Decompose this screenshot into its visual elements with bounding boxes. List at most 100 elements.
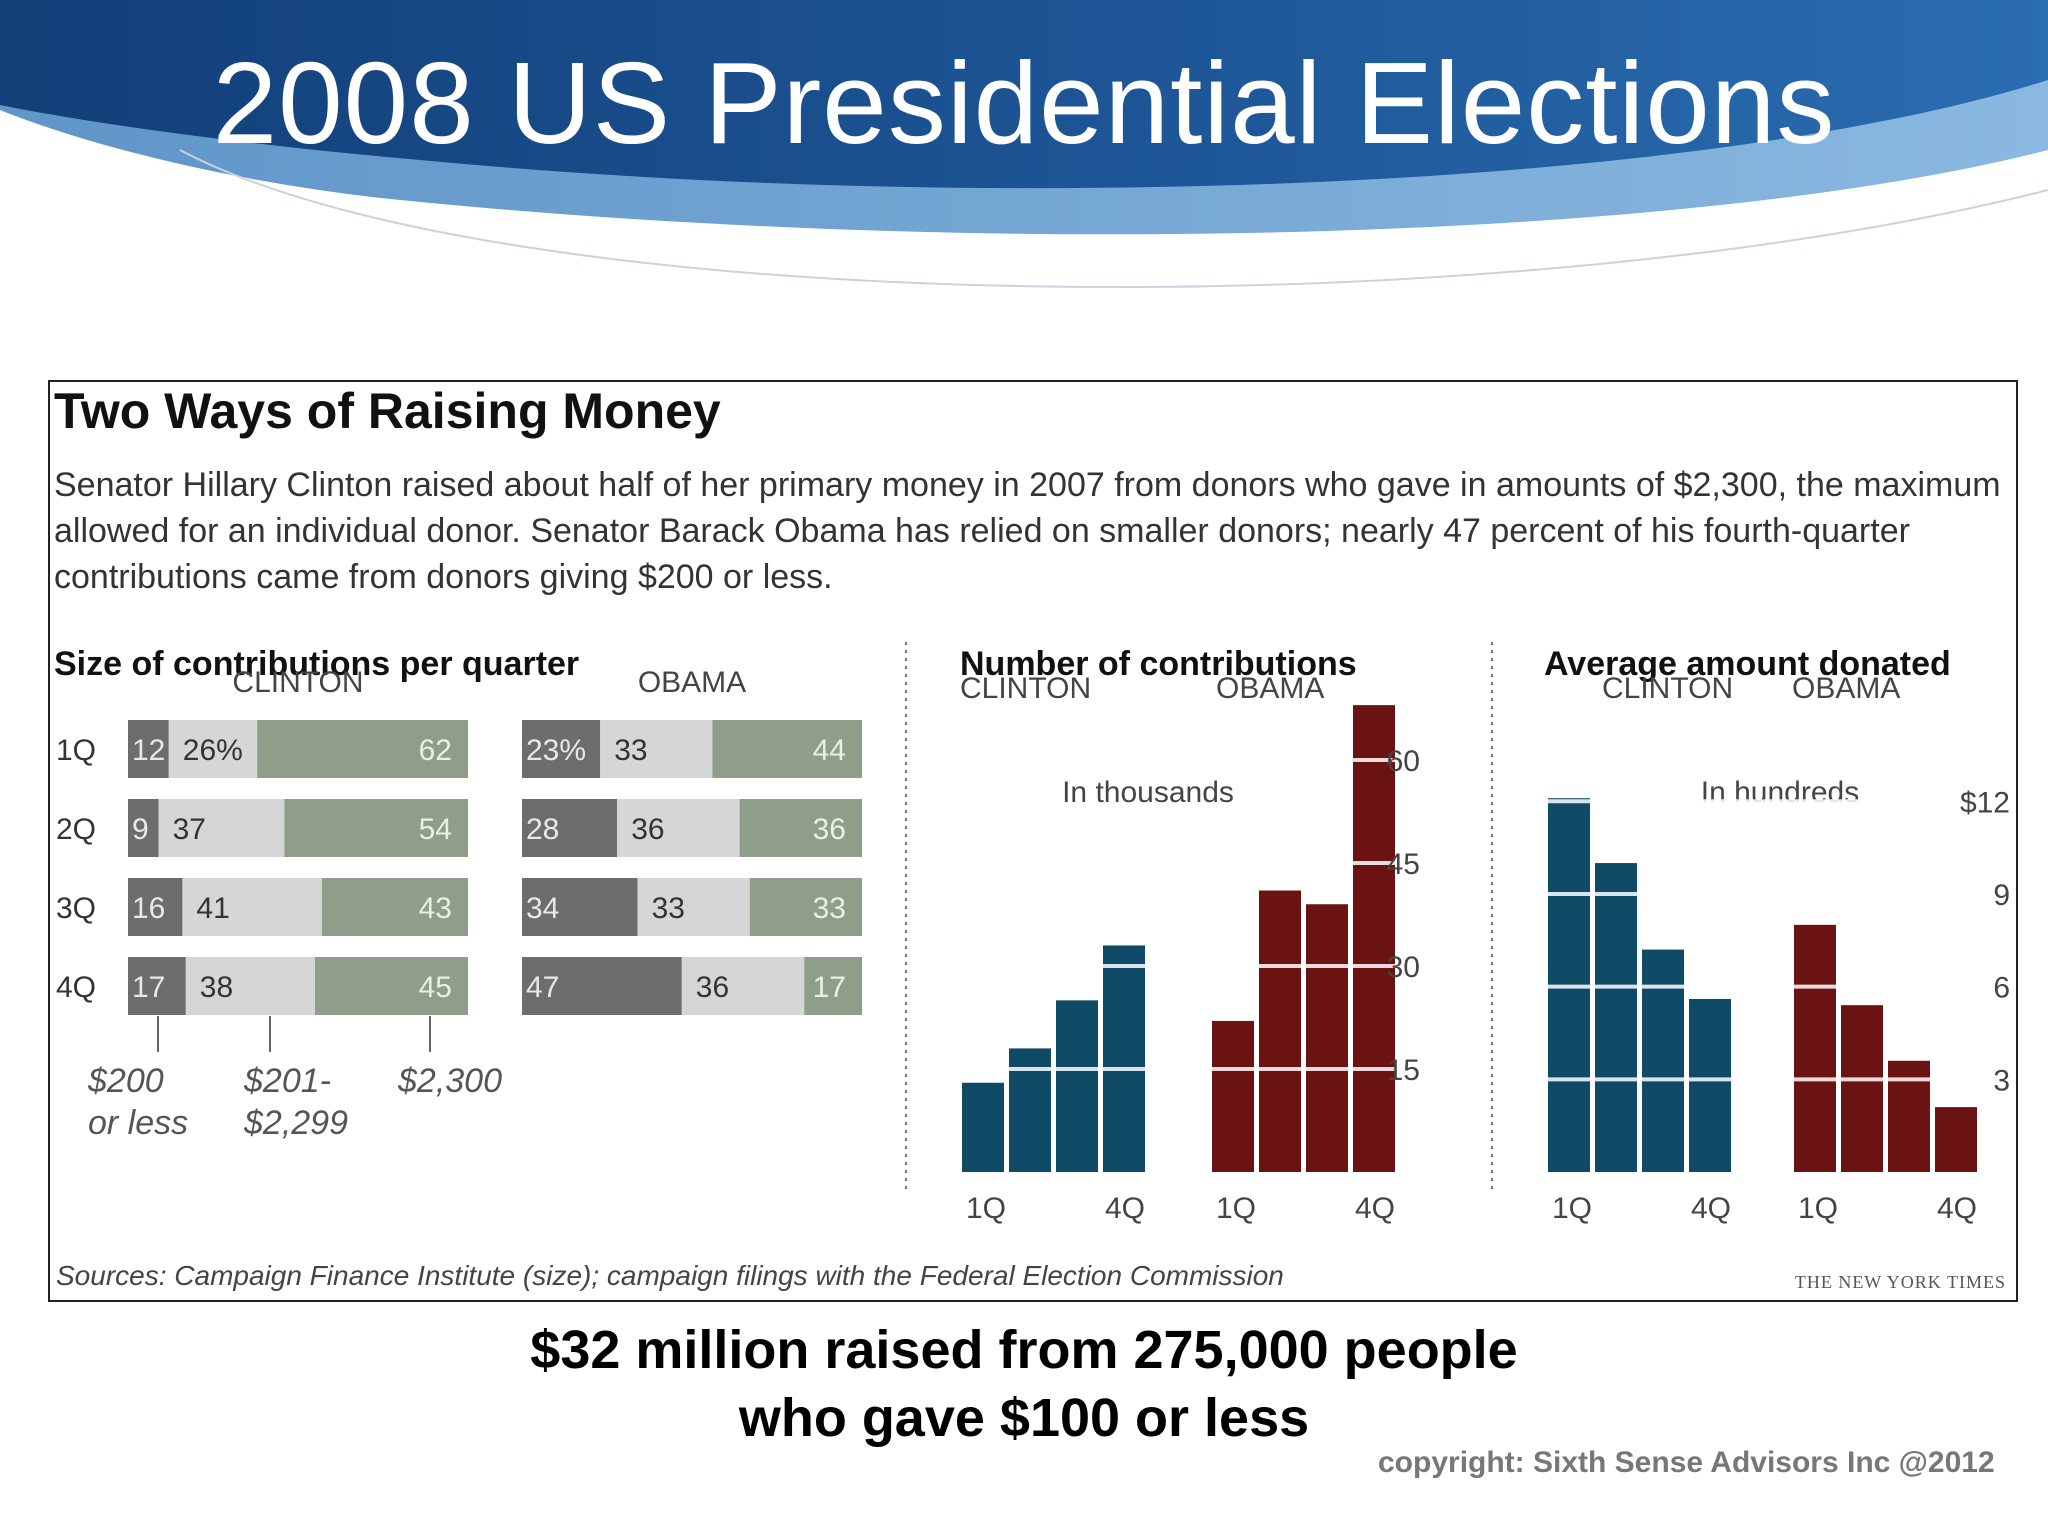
chart3-bar-obama-1Q: [1794, 924, 1836, 1172]
slide-title: 2008 US Presidential Elections: [212, 38, 1836, 168]
bar-value-obama-4Q-1: 36: [696, 971, 729, 1004]
copyright-notice: copyright: Sixth Sense Advisors Inc @201…: [1378, 1446, 1995, 1479]
bar-value-clinton-3Q-2: 43: [419, 892, 452, 925]
chart2-ytick-2: 45: [1387, 848, 1420, 881]
bar-segment-clinton-4Q-1: [185, 957, 315, 1015]
chart2-bar-obama-3Q: [1306, 904, 1348, 1172]
charts-area: Size of contributions per quarter 1Q 2Q 3Q 4…: [54, 642, 2010, 1225]
chart1-group-obama: OBAMA: [638, 666, 746, 699]
bar-segment-clinton-4Q-2: [315, 957, 468, 1015]
figure-source: Sources: Campaign Finance Institute (siz…: [56, 1260, 1284, 1291]
chart3-title: Average amount donated: [1544, 645, 1951, 683]
chart2-bar-obama-2Q: [1259, 890, 1301, 1172]
chart2-bar-clinton-3Q: [1056, 1000, 1098, 1172]
bar-value-clinton-1Q-1: 26%: [183, 734, 243, 767]
bar-value-clinton-4Q-2: 45: [419, 971, 452, 1004]
bar-value-clinton-4Q-1: 38: [200, 971, 233, 1004]
chart2-bar-clinton-1Q: [962, 1082, 1004, 1172]
bar-value-obama-1Q-0: 23%: [526, 734, 586, 767]
chart3-bar-clinton-4Q: [1689, 998, 1731, 1172]
bar-value-clinton-4Q-0: 17: [132, 971, 165, 1004]
bar-segment-clinton-1Q-1: [168, 720, 258, 778]
chart2-ytick-3: 60: [1387, 745, 1420, 778]
chart3-xtick-obama-last: 4Q: [1937, 1192, 1977, 1225]
bar-value-obama-4Q-0: 47: [526, 971, 559, 1004]
row-label-3Q: 3Q: [56, 892, 96, 925]
chart2-title: Number of contributions: [960, 645, 1357, 683]
bar-segment-clinton-4Q-0: [128, 957, 186, 1015]
bar-segment-obama-1Q-1: [600, 720, 713, 778]
chart2-bar-obama-1Q: [1212, 1020, 1254, 1172]
bar-segment-obama-2Q-0: [522, 799, 618, 857]
chart3-xtick-clinton-last: 4Q: [1691, 1192, 1731, 1225]
bar-segment-obama-4Q-0: [522, 957, 682, 1015]
chart1-title: Size of contributions per quarter: [54, 645, 579, 683]
figure-credit: THE NEW YORK TIMES: [1794, 1272, 2006, 1292]
figure-title: Two Ways of Raising Money: [54, 383, 721, 439]
bar-segment-obama-2Q-1: [617, 799, 740, 857]
row-label-2Q: 2Q: [56, 813, 96, 846]
row-label-4Q: 4Q: [56, 971, 96, 1004]
chart2-bar-obama-4Q: [1353, 705, 1395, 1172]
chart2-xtick-clinton-last: 4Q: [1105, 1192, 1145, 1225]
chart3-bar-obama-2Q: [1841, 1005, 1883, 1172]
chart2-bar-clinton-4Q: [1103, 945, 1145, 1172]
legend-label-1b: or less: [88, 1104, 188, 1142]
chart3-series-obama: OBAMA: [1792, 672, 1900, 705]
bar-segment-clinton-1Q-2: [257, 720, 468, 778]
tagline-line-2: who gave $100 or less: [738, 1388, 1310, 1448]
bar-value-clinton-1Q-0: 12: [132, 734, 165, 767]
bar-segment-obama-1Q-0: [522, 720, 601, 778]
chart1-group-clinton: CLINTON: [232, 666, 363, 699]
legend-label-3a: $2,300: [397, 1062, 502, 1100]
chart3-ytick-1: 6: [1993, 972, 2010, 1005]
bar-segment-clinton-3Q-0: [128, 878, 183, 936]
chart3-bar-clinton-3Q: [1642, 949, 1684, 1172]
chart3-xtick-obama-first: 1Q: [1798, 1192, 1838, 1225]
bar-segment-clinton-2Q-0: [128, 799, 159, 857]
bar-value-obama-3Q-1: 33: [652, 892, 685, 925]
chart2-unit-note: In thousands: [1062, 776, 1234, 809]
chart3-xtick-clinton-first: 1Q: [1552, 1192, 1592, 1225]
bar-value-obama-4Q-2: 17: [813, 971, 846, 1004]
chart3-ytick-0: 3: [1993, 1064, 2010, 1097]
bar-value-obama-2Q-0: 28: [526, 813, 559, 846]
bar-value-obama-1Q-1: 33: [614, 734, 647, 767]
legend-label-2b: $2,299: [243, 1104, 348, 1142]
bar-value-clinton-2Q-2: 54: [419, 813, 452, 846]
bar-value-obama-1Q-2: 44: [813, 734, 846, 767]
bar-value-clinton-3Q-1: 41: [196, 892, 229, 925]
chart2-ytick-1: 30: [1387, 951, 1420, 984]
chart-figure: Two Ways of Raising Money Senator Hillar…: [48, 380, 2018, 1302]
tagline: $32 million raised from 275,000 people w…: [0, 1316, 2048, 1452]
bar-segment-obama-3Q-2: [749, 878, 862, 936]
bar-value-obama-2Q-2: 36: [813, 813, 846, 846]
bar-segment-obama-4Q-2: [804, 957, 862, 1015]
chart2-series-obama: OBAMA: [1216, 672, 1324, 705]
chart3-ytick-2: 9: [1993, 879, 2010, 912]
bar-value-obama-2Q-1: 36: [631, 813, 664, 846]
bar-value-obama-3Q-2: 33: [813, 892, 846, 925]
legend-label-1a: $200: [87, 1062, 164, 1100]
chart3-bar-obama-4Q: [1935, 1107, 1977, 1172]
bar-segment-clinton-2Q-1: [158, 799, 285, 857]
bar-segment-clinton-1Q-0: [128, 720, 169, 778]
chart3-bar-clinton-2Q: [1595, 863, 1637, 1172]
legend-label-2a: $201-: [243, 1062, 331, 1100]
chart2-xtick-obama-last: 4Q: [1355, 1192, 1395, 1225]
chart2-xtick-clinton-first: 1Q: [966, 1192, 1006, 1225]
bar-value-clinton-1Q-2: 62: [419, 734, 452, 767]
tagline-line-1: $32 million raised from 275,000 people: [530, 1320, 1518, 1380]
bar-segment-clinton-2Q-2: [284, 799, 468, 857]
bar-segment-obama-4Q-1: [681, 957, 805, 1015]
bar-segment-obama-3Q-1: [637, 878, 750, 936]
chart2-xtick-obama-first: 1Q: [1216, 1192, 1256, 1225]
chart2-ytick-0: 15: [1387, 1054, 1420, 1087]
row-label-1Q: 1Q: [56, 734, 96, 767]
chart2-series-clinton: CLINTON: [960, 672, 1091, 705]
figure-description: Senator Hillary Clinton raised about hal…: [54, 466, 2001, 596]
chart3-ytick-3: $12: [1960, 786, 2010, 819]
bar-segment-clinton-3Q-2: [321, 878, 468, 936]
chart2-bar-clinton-2Q: [1009, 1048, 1051, 1172]
bar-segment-clinton-3Q-1: [182, 878, 322, 936]
